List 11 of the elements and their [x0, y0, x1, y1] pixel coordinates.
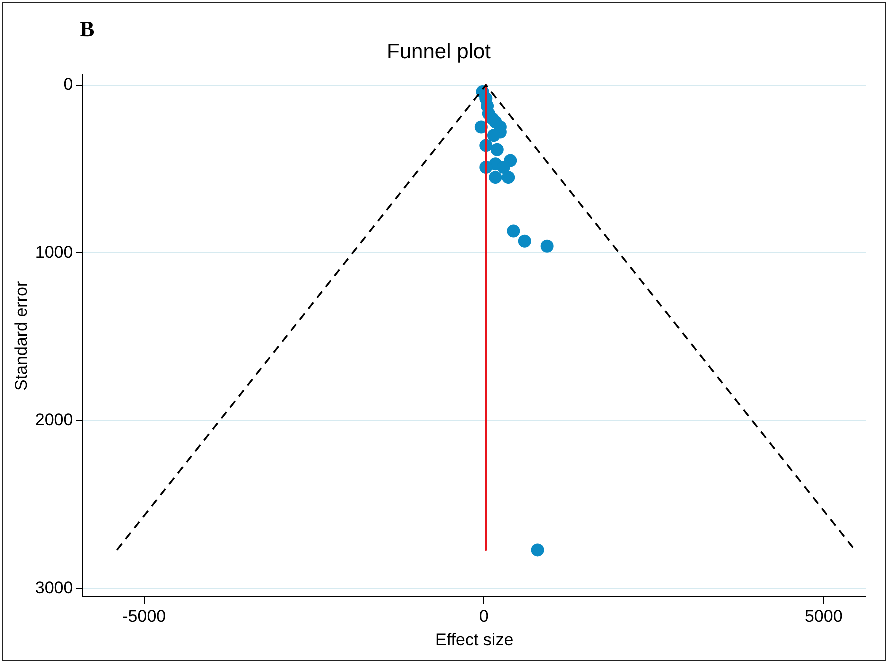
y-tick-label: 0: [64, 74, 74, 94]
text: B: [80, 16, 95, 42]
y-tick-label: 2000: [35, 410, 74, 430]
x-axis-title: Effect size: [436, 630, 514, 650]
x-tick-label: 0: [479, 607, 489, 626]
y-axis-title: Standard error: [12, 281, 31, 392]
x-tick-label: 5000: [804, 607, 843, 626]
y-tick-label: 1000: [35, 242, 74, 262]
x-tick-label: -5000: [122, 607, 166, 626]
chart-title: Funnel plot: [387, 40, 492, 64]
y-tick-label: 3000: [35, 578, 74, 598]
